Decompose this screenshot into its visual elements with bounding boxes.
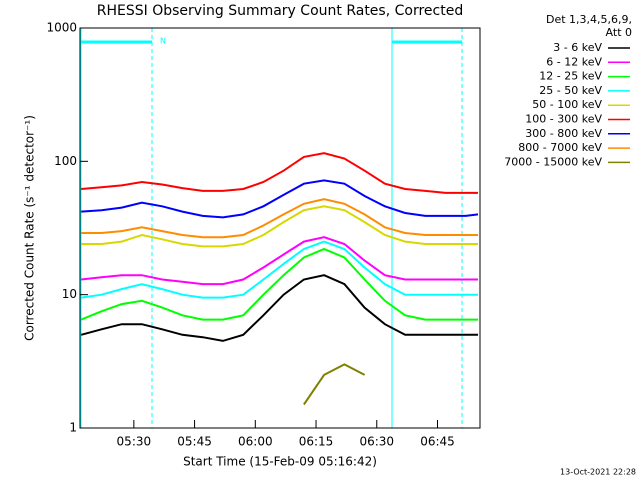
legend-label: 300 - 800 keV <box>525 127 602 140</box>
legend-label: 50 - 100 keV <box>532 98 602 111</box>
x-tick-label: 05:30 <box>117 435 152 449</box>
legend-label: 7000 - 15000 keV <box>504 155 602 168</box>
series-line <box>81 179 479 219</box>
legend-title: Att 0 <box>606 26 632 39</box>
series-line <box>81 236 478 286</box>
x-tick-label: 06:30 <box>359 435 394 449</box>
legend-title: Det 1,3,4,5,6,9, <box>546 13 632 26</box>
night-markers <box>80 28 463 428</box>
series-line <box>81 198 478 239</box>
x-axis-label: Start Time (15-Feb-09 05:16:42) <box>183 455 377 469</box>
series-line <box>81 205 478 248</box>
x-tick-label: 05:45 <box>177 435 212 449</box>
y-axis-label: Corrected Count Rate (s⁻¹ detector⁻¹) <box>23 115 37 341</box>
y-tick-label: 1 <box>69 421 77 435</box>
chart-title: RHESSI Observing Summary Count Rates, Co… <box>97 3 463 19</box>
x-tick-label: 06:00 <box>238 435 273 449</box>
legend-label: 25 - 50 keV <box>539 84 602 97</box>
y-tick-label: 1000 <box>46 21 77 35</box>
legend-label: 6 - 12 keV <box>546 55 602 68</box>
plot-frame <box>79 27 481 429</box>
x-tick-label: 06:15 <box>299 435 334 449</box>
x-tick-label: 06:45 <box>420 435 455 449</box>
legend-label: 800 - 7000 keV <box>518 141 602 154</box>
series-line <box>80 247 478 321</box>
legend-label: 3 - 6 keV <box>553 41 602 54</box>
series-line <box>303 363 366 406</box>
series-line <box>80 274 478 342</box>
annotation: N <box>160 37 166 46</box>
footer: 13-Oct-2021 22:28 <box>560 468 636 477</box>
y-tick-label: 10 <box>62 287 77 301</box>
legend-label: 100 - 300 keV <box>525 113 602 126</box>
y-tick-label: 100 <box>54 154 77 168</box>
series-line <box>81 240 478 299</box>
series-line <box>81 152 478 194</box>
legend-label: 12 - 25 keV <box>539 70 602 83</box>
